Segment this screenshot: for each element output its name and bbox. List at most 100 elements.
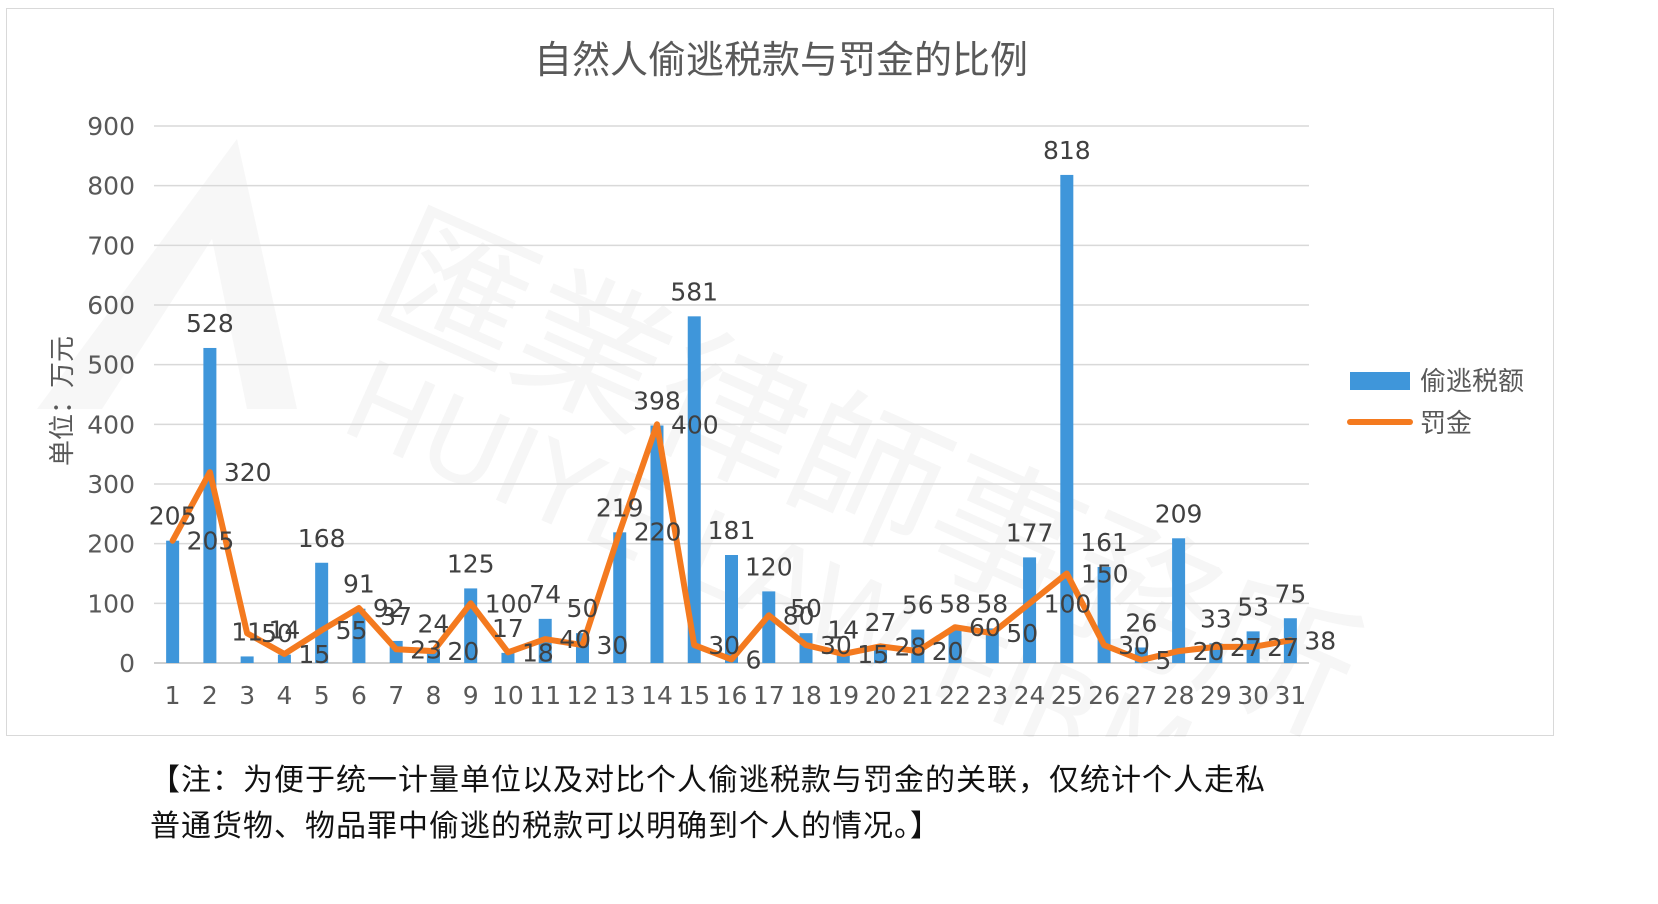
line-data-label: 40	[559, 625, 591, 654]
x-tick-label: 10	[492, 681, 524, 710]
line-data-label: 20	[1193, 637, 1225, 666]
line-data-label: 150	[1081, 560, 1129, 589]
x-tick-label: 22	[939, 681, 971, 710]
line-data-label: 100	[485, 589, 533, 618]
watermark-logo-mark	[37, 139, 297, 409]
bar-10	[501, 652, 515, 663]
y-tick-label: 600	[87, 291, 135, 320]
line-data-label: 50	[1006, 619, 1038, 648]
y-tick-label: 500	[87, 351, 135, 380]
line-data-label: 5	[1155, 646, 1171, 675]
line-data-label: 20	[932, 637, 964, 666]
bar-2	[203, 347, 217, 663]
x-tick-label: 20	[865, 681, 897, 710]
x-tick-label: 6	[351, 681, 367, 710]
y-tick-label: 200	[87, 530, 135, 559]
line-data-label: 100	[1044, 589, 1092, 618]
footnote-line-1: 【注：为便于统一计量单位以及对比个人偷逃税款与罚金的关联，仅统计个人走私	[150, 763, 1266, 798]
bar-3	[240, 656, 254, 663]
bar-data-label: 161	[1080, 528, 1128, 557]
line-data-label: 92	[373, 594, 405, 623]
y-tick-label: 800	[87, 172, 135, 201]
line-data-label: 20	[447, 637, 479, 666]
x-tick-label: 5	[314, 681, 330, 710]
bar-14	[650, 425, 664, 663]
bar-data-label: 50	[567, 594, 599, 623]
line-data-label: 27	[1230, 633, 1262, 662]
y-tick-label: 700	[87, 231, 135, 260]
line-data-label: 6	[746, 645, 762, 674]
x-tick-label: 7	[388, 681, 404, 710]
bar-data-label: 14	[827, 616, 859, 645]
bar-data-label: 17	[492, 614, 524, 643]
bar-data-label: 581	[670, 277, 718, 306]
x-tick-label: 29	[1200, 681, 1232, 710]
fine-line	[169, 421, 1294, 663]
x-tick-label: 12	[567, 681, 599, 710]
bar-4	[277, 654, 291, 663]
bar-data-label: 398	[633, 387, 681, 416]
bar-data-label: 75	[1274, 579, 1306, 608]
line-data-label: 30	[820, 631, 852, 660]
line-data-label: 15	[857, 640, 889, 669]
bar-24	[1023, 557, 1037, 663]
bar-data-label: 91	[343, 570, 375, 599]
x-tick-label: 3	[239, 681, 255, 710]
x-tick-label: 19	[827, 681, 859, 710]
bar-15	[687, 316, 701, 663]
y-tick-label: 0	[119, 649, 135, 678]
x-tick-label: 23	[976, 681, 1008, 710]
bar-17	[762, 591, 776, 663]
x-tick-label: 30	[1237, 681, 1269, 710]
bar-data-label: 50	[790, 594, 822, 623]
bar-data-label: 58	[939, 589, 971, 618]
bar-1	[166, 540, 180, 663]
bar-data-label: 24	[418, 610, 450, 639]
x-tick-label: 9	[463, 681, 479, 710]
line-data-label: 80	[783, 601, 815, 630]
y-tick-label: 900	[87, 112, 135, 141]
bar-data-label: 125	[447, 549, 495, 578]
bar-data-label: 168	[298, 524, 346, 553]
bar-data-label: 27	[865, 608, 897, 637]
x-tick-label: 28	[1163, 681, 1195, 710]
legend-label-line: 罚金	[1420, 409, 1472, 439]
x-tick-label: 27	[1125, 681, 1157, 710]
bar-data-label: 11	[231, 617, 263, 646]
bar-13	[613, 532, 627, 663]
line-data-label: 50	[261, 619, 293, 648]
line-data-label: 320	[224, 458, 272, 487]
chart-title: 自然人偷逃税款与罚金的比例	[534, 38, 1028, 82]
bar-6	[352, 608, 366, 663]
bar-data-label: 74	[529, 580, 561, 609]
x-tick-label: 25	[1051, 681, 1083, 710]
legend-label-bar: 偷逃税额	[1420, 367, 1524, 397]
x-tick-label: 16	[716, 681, 748, 710]
line-data-label: 205	[187, 527, 235, 556]
bar-data-label: 37	[380, 602, 412, 631]
gridlines	[154, 125, 1309, 664]
bar-data-label: 209	[1155, 499, 1203, 528]
bar-20	[874, 646, 888, 663]
bar-data-label: 177	[1006, 518, 1054, 547]
line-data-label: 220	[634, 518, 682, 547]
y-axis-label: 单位：万元	[48, 336, 78, 466]
bar-5	[315, 562, 329, 663]
line-data-label: 30	[708, 631, 740, 660]
bar-data-label: 33	[1200, 604, 1232, 633]
x-tick-label: 15	[678, 681, 710, 710]
x-tick-label: 4	[276, 681, 292, 710]
line-data-label: 23	[410, 635, 442, 664]
line-data-label: 27	[1267, 633, 1299, 662]
x-tick-label: 14	[641, 681, 673, 710]
legend: 偷逃税额 罚金	[1347, 367, 1524, 439]
line-data-label: 30	[596, 631, 628, 660]
bar-data-label: 14	[268, 616, 300, 645]
x-tick-label: 31	[1274, 681, 1306, 710]
x-tick-label: 2	[202, 681, 218, 710]
bar-data-label: 120	[745, 552, 793, 581]
x-tick-label: 11	[529, 681, 561, 710]
chart-frame: 匯業律師事務所 HUIYE LAW FIRM 自然人偷逃税款与罚金的比例 单位：…	[6, 8, 1554, 823]
line-data-label: 28	[895, 632, 927, 661]
